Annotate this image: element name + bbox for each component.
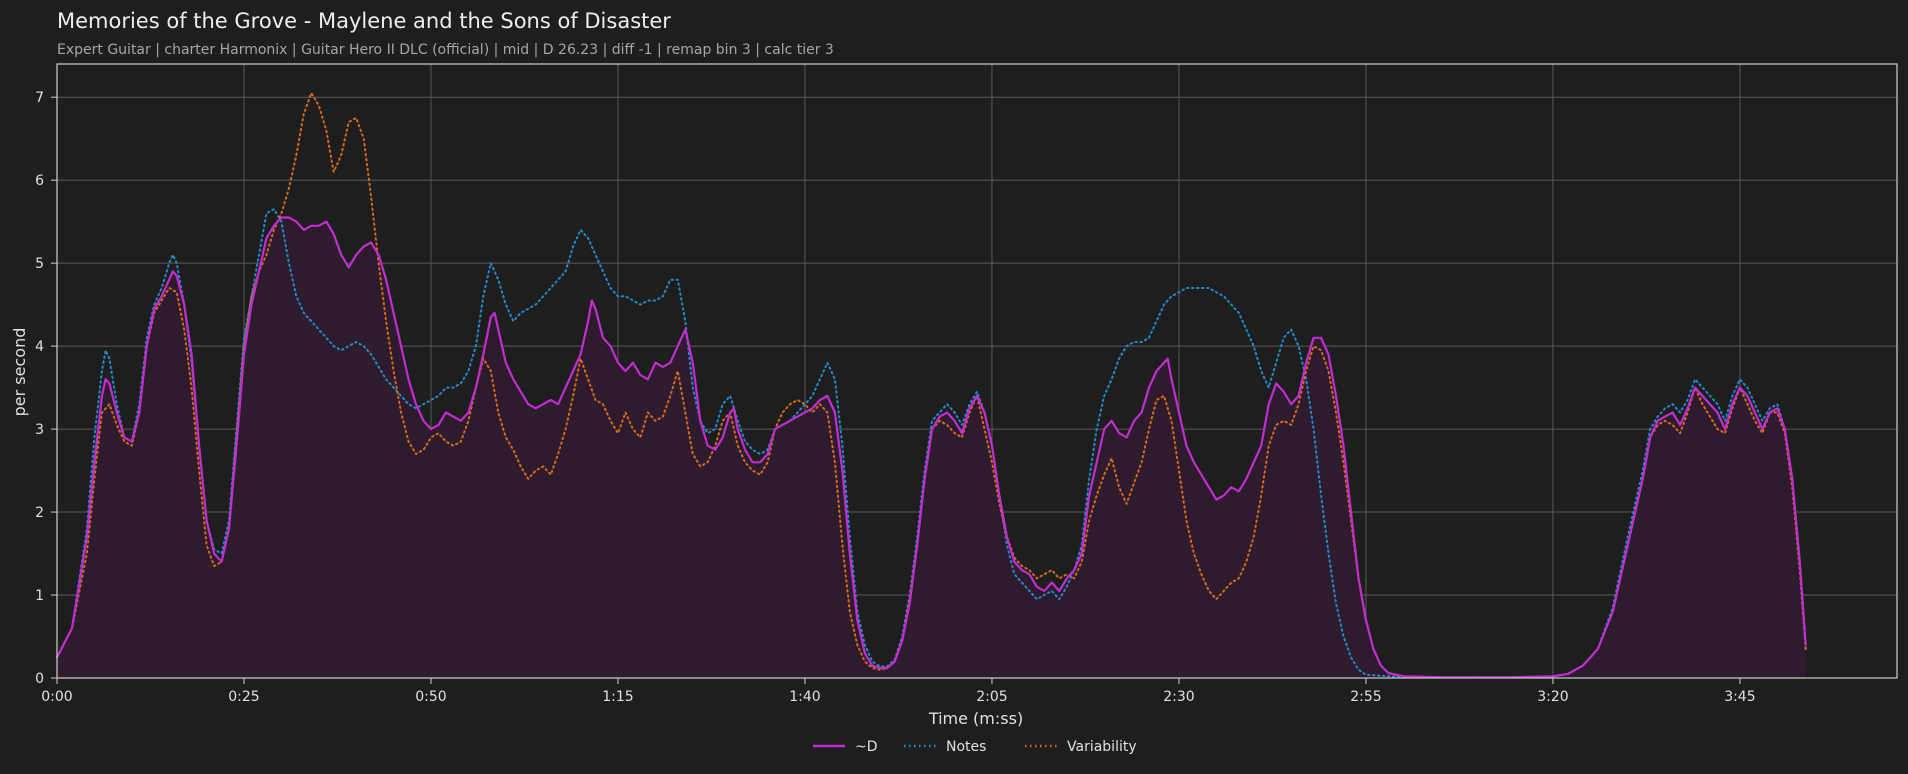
x-tick-label: 1:40 [789,689,820,705]
y-tick-label: 0 [35,671,44,687]
series-line-0 [55,216,1807,679]
x-axis: 0:00 0:25 0:50 1:15 1:40 2:05 2:30 2:55 3:20 3:45 [41,678,1756,705]
chart-subtitle: Expert Guitar | charter Harmonix | Guita… [57,42,834,58]
x-tick-label: 2:30 [1163,689,1194,705]
x-axis-label: Time (m:ss) [928,709,1023,728]
x-tick-label: 0:00 [41,689,72,705]
legend-label-2: Variability [1067,739,1137,755]
series-line-1 [56,208,1807,679]
y-axis-label: per second [10,328,29,417]
legend-label-1: Notes [946,739,986,755]
series-area-0 [57,217,1806,678]
x-tick-label: 3:45 [1724,689,1755,705]
legend-label-0: ~D [855,739,878,755]
x-tick-label: 2:05 [976,689,1007,705]
area-fill-layer [57,217,1806,678]
y-tick-label: 5 [35,256,44,272]
x-tick-label: 1:15 [602,689,633,705]
y-tick-label: 6 [35,173,44,189]
x-tick-label: 0:50 [415,689,446,705]
plot-frame [56,63,1898,679]
y-tick-label: 4 [35,339,44,355]
x-tick-label: 0:25 [228,689,259,705]
y-tick-label: 1 [35,588,44,604]
x-tick-label: 3:20 [1537,689,1568,705]
y-tick-label: 7 [35,90,44,106]
legend: ~D Notes Variability [813,739,1137,755]
x-tick-label: 2:55 [1350,689,1381,705]
chart-title: Memories of the Grove - Maylene and the … [57,9,671,33]
series-layer [55,92,1807,679]
y-tick-label: 2 [35,505,44,521]
series-line-2 [56,92,1807,679]
y-tick-label: 3 [35,422,44,438]
y-axis: 0 1 2 3 4 5 6 7 [35,90,57,687]
